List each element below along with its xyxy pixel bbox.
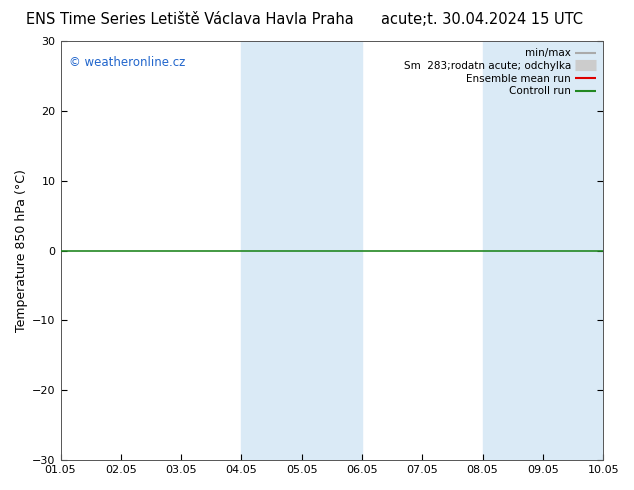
Text: acute;t. 30.04.2024 15 UTC: acute;t. 30.04.2024 15 UTC: [381, 12, 583, 27]
Text: © weatheronline.cz: © weatheronline.cz: [68, 56, 185, 69]
Legend: min/max, Sm  283;rodatn acute; odchylka, Ensemble mean run, Controll run: min/max, Sm 283;rodatn acute; odchylka, …: [401, 46, 598, 98]
Y-axis label: Temperature 850 hPa (°C): Temperature 850 hPa (°C): [15, 169, 28, 332]
Bar: [242, 41, 362, 460]
Text: ENS Time Series Letiště Václava Havla Praha: ENS Time Series Letiště Václava Havla Pr…: [27, 12, 354, 27]
Bar: [482, 41, 603, 460]
